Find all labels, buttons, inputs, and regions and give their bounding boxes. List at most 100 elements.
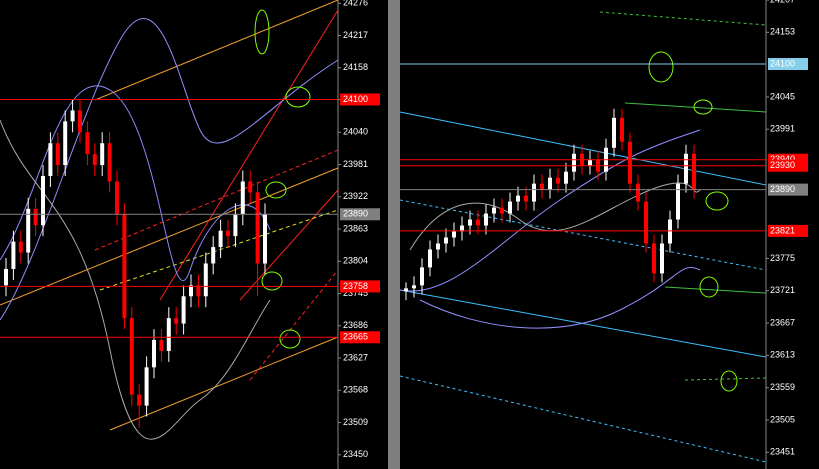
y-tick-label: 23922 xyxy=(343,191,368,201)
candle-body xyxy=(152,339,156,368)
candle-body xyxy=(412,285,416,289)
highlight-circle xyxy=(705,191,729,211)
candle-body xyxy=(203,263,208,297)
candle-body xyxy=(668,219,672,244)
y-tick-label: 23451 xyxy=(770,447,795,457)
y-tick-label: 23627 xyxy=(343,352,368,362)
trend-line xyxy=(0,167,339,306)
trend-line xyxy=(399,111,767,186)
candle-body xyxy=(404,288,408,292)
candle-body xyxy=(492,207,496,214)
candle-body xyxy=(556,177,560,184)
candle-body xyxy=(233,214,238,237)
level-label: 23940 xyxy=(770,154,795,164)
candle-body xyxy=(620,117,624,142)
highlight-circle xyxy=(265,181,287,199)
candle-body xyxy=(484,213,488,226)
level-label-box xyxy=(768,183,808,196)
candle-body xyxy=(255,192,260,264)
candle-body xyxy=(588,159,592,166)
y-tick-label: 24207 xyxy=(770,0,795,4)
candle-body xyxy=(660,243,664,274)
y-tick-label: 24158 xyxy=(343,62,368,72)
y-tick-label: 23450 xyxy=(343,449,368,459)
trend-line xyxy=(684,377,767,381)
trend-line xyxy=(94,149,339,251)
level-label: 23758 xyxy=(343,281,368,291)
y-tick-label: 23863 xyxy=(343,223,368,233)
level-label-box xyxy=(340,331,380,344)
candle-body xyxy=(692,153,696,190)
candle-body xyxy=(137,394,142,406)
level-label: 23930 xyxy=(770,160,795,170)
candle-body xyxy=(508,201,512,214)
candle-body xyxy=(452,231,456,238)
trend-line xyxy=(109,336,339,431)
candle-body xyxy=(263,214,267,264)
trend-line xyxy=(94,0,339,101)
candle-body xyxy=(48,143,53,177)
y-tick-label: 23775 xyxy=(770,253,795,263)
level-label-box xyxy=(768,58,808,71)
candle-body xyxy=(628,141,632,184)
level-label: 24100 xyxy=(770,58,795,68)
candle-body xyxy=(26,208,31,253)
candle-body xyxy=(500,207,504,214)
candle-body xyxy=(240,181,245,215)
candle-body xyxy=(532,183,536,202)
band xyxy=(419,266,701,329)
trend-line xyxy=(249,269,339,381)
level-label: 23821 xyxy=(770,225,795,235)
candle-body xyxy=(428,249,432,268)
candle-body xyxy=(636,183,640,202)
y-tick-label: 24217 xyxy=(343,30,368,40)
y-tick-label: 24276 xyxy=(343,0,368,8)
y-tick-label: 23667 xyxy=(770,317,795,327)
y-tick-label: 24040 xyxy=(343,127,368,137)
candle-body xyxy=(564,171,568,184)
trend-line xyxy=(159,9,339,301)
y-tick-label: 23804 xyxy=(343,256,368,266)
left-drawings xyxy=(0,0,339,440)
candle-body xyxy=(676,183,680,220)
trend-line xyxy=(399,375,767,463)
candle-body xyxy=(460,225,464,232)
y-tick-label: 23686 xyxy=(343,320,368,330)
y-tick-label: 23721 xyxy=(770,285,795,295)
highlight-circle xyxy=(254,9,270,55)
candle-body xyxy=(55,143,60,166)
band xyxy=(399,129,701,292)
candle-body xyxy=(85,132,90,155)
y-tick-label: 24045 xyxy=(770,91,795,101)
candle-body xyxy=(92,154,97,166)
level-label: 23665 xyxy=(343,332,368,342)
candle-body xyxy=(11,241,16,269)
y-tick-label: 23613 xyxy=(770,350,795,360)
y-tick-label: 23505 xyxy=(770,414,795,424)
candle-body xyxy=(181,296,186,324)
candle-body xyxy=(476,219,480,226)
candle-body xyxy=(436,243,440,250)
trend-line xyxy=(664,286,767,294)
level-label-box xyxy=(768,224,808,237)
highlight-circle xyxy=(699,276,719,298)
highlight-circle xyxy=(285,86,311,108)
candle-body xyxy=(248,181,253,193)
candle-body xyxy=(174,318,179,324)
level-label-box xyxy=(768,159,808,172)
candle-body xyxy=(115,181,119,215)
candle-body xyxy=(652,243,656,274)
candle-body xyxy=(211,247,216,264)
candle-body xyxy=(18,241,23,253)
candle-body xyxy=(218,230,223,248)
y-tick-label: 23991 xyxy=(770,124,795,134)
level-label: 23890 xyxy=(770,184,795,194)
candle-body xyxy=(189,285,193,297)
highlight-circle xyxy=(261,271,283,291)
candle-body xyxy=(78,110,82,133)
band xyxy=(0,119,271,440)
highlight-circle xyxy=(693,99,713,115)
candle-body xyxy=(33,208,38,226)
